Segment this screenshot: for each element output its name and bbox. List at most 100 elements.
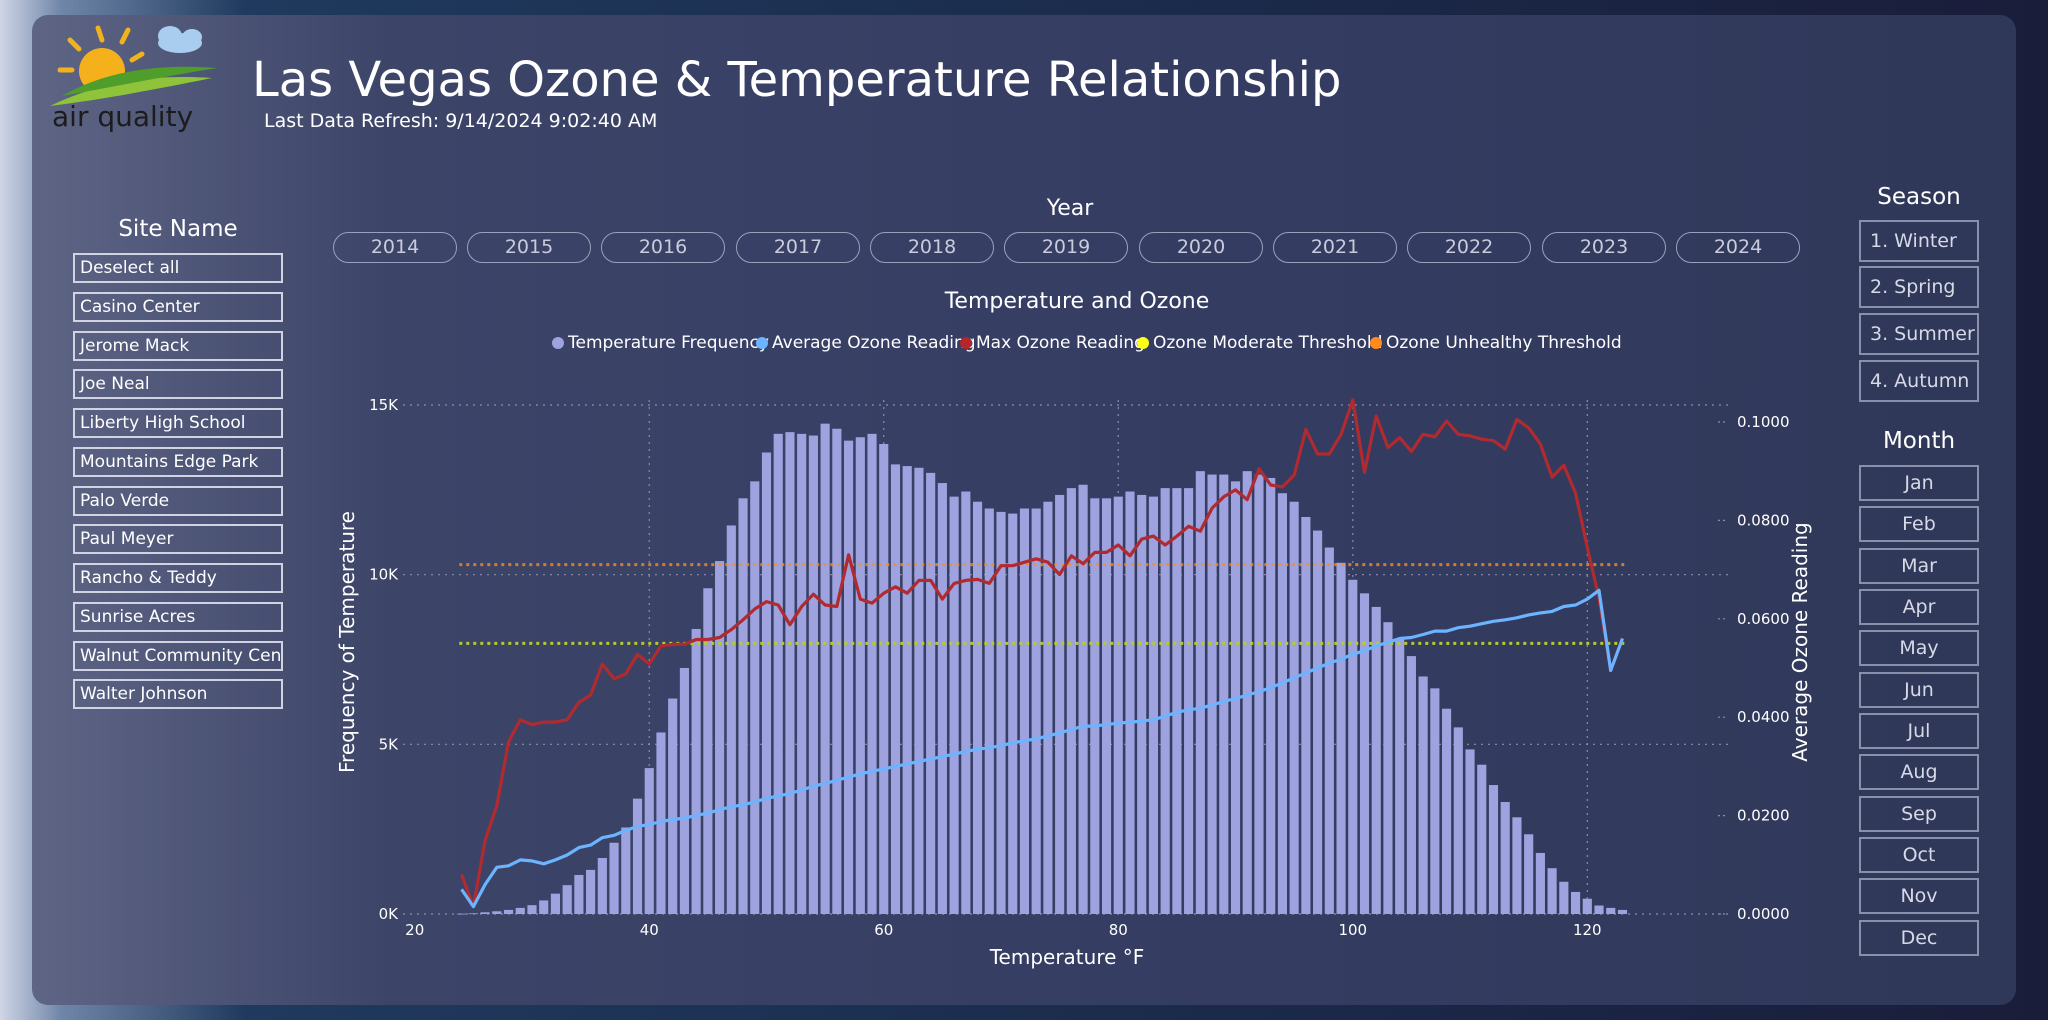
year-tile-2017[interactable]: 2017 [736,232,860,263]
month-option-feb[interactable]: Feb [1859,506,1979,542]
site-option[interactable]: Jerome Mack [73,331,283,361]
year-tile-2019[interactable]: 2019 [1004,232,1128,263]
month-option-may[interactable]: May [1859,630,1979,666]
frequency-bar [1148,496,1159,914]
legend-dot [756,337,768,349]
x-tick-label: 80 [1109,921,1128,939]
frequency-bar [562,885,572,914]
frequency-bar [480,912,490,914]
site-option[interactable]: Mountains Edge Park [73,447,283,477]
frequency-bar [1465,749,1475,914]
month-option-nov[interactable]: Nov [1859,878,1979,914]
frequency-bar [1101,498,1112,914]
page-title: Las Vegas Ozone & Temperature Relationsh… [252,52,1342,108]
frequency-bar [867,433,877,914]
legend-label: Ozone Unhealthy Threshold [1386,333,1622,353]
frequency-bar [1301,516,1311,914]
frequency-bar [703,588,713,914]
y2-tick-label: 0.0200 [1737,807,1790,825]
site-option[interactable]: Paul Meyer [73,524,283,554]
year-tile-2015[interactable]: 2015 [467,232,591,263]
month-option-apr[interactable]: Apr [1859,589,1979,625]
frequency-bar [1055,494,1065,914]
month-option-mar[interactable]: Mar [1859,548,1979,584]
legend-item-moderate[interactable]: Ozone Moderate Threshold [1137,332,1382,354]
site-option[interactable]: Liberty High School [73,408,283,438]
site-option[interactable]: Walnut Community Center [73,641,283,671]
frequency-bar [1418,676,1428,914]
year-tile-2014[interactable]: 2014 [333,232,457,263]
frequency-bar [1559,881,1569,914]
season-option-autumn[interactable]: 4. Autumn [1859,360,1979,402]
month-option-aug[interactable]: Aug [1859,754,1979,790]
logo-text: air quality [52,100,194,133]
frequency-bar [586,869,596,914]
season-option-summer[interactable]: 3. Summer [1859,313,1979,355]
frequency-bar [1184,488,1194,914]
x-tick-label: 60 [874,921,893,939]
frequency-bar [1348,579,1358,914]
frequency-bar [679,667,689,914]
frequency-bar [1113,496,1123,914]
frequency-bar [844,440,854,914]
site-option[interactable]: Sunrise Acres [73,602,283,632]
frequency-bar [1359,593,1370,914]
year-tile-2024[interactable]: 2024 [1676,232,1800,263]
year-slicer-title: Year [1046,196,1094,221]
frequency-bar [1535,852,1545,914]
site-option[interactable]: Casino Center [73,292,283,322]
frequency-bar [1383,622,1393,914]
legend-item-max[interactable]: Max Ozone Reading [960,332,1145,354]
air-quality-logo: air quality [42,18,220,140]
month-slicer-title: Month [1882,428,1956,454]
frequency-bar [1313,530,1323,914]
frequency-bar [1277,493,1287,914]
year-tile-2022[interactable]: 2022 [1407,232,1531,263]
y2-axis-label: Average Ozone Reading [1788,522,1812,761]
frequency-bar [1488,785,1499,914]
site-name-slicer-title: Site Name [118,216,238,242]
site-option[interactable]: Rancho & Teddy [73,563,283,593]
site-option-deselect-all[interactable]: Deselect all [73,253,283,283]
month-option-jul[interactable]: Jul [1859,713,1979,749]
frequency-bar [539,900,549,914]
y2-tick-label: 0.1000 [1737,413,1790,431]
month-option-sep[interactable]: Sep [1859,796,1979,832]
frequency-bar [1031,508,1041,914]
season-option-spring[interactable]: 2. Spring [1859,266,1979,308]
season-option-winter[interactable]: 1. Winter [1859,220,1979,262]
year-tile-2016[interactable]: 2016 [601,232,725,263]
legend-label: Ozone Moderate Threshold [1153,333,1383,353]
avg-ozone-line [460,588,1625,909]
x-tick-label: 40 [640,921,659,939]
frequency-bar [890,464,901,914]
month-option-jan[interactable]: Jan [1859,465,1979,501]
site-option[interactable]: Walter Johnson [73,679,283,709]
site-option[interactable]: Joe Neal [73,369,283,399]
year-tile-2020[interactable]: 2020 [1139,232,1263,263]
frequency-bar [457,913,467,915]
legend-dot [960,337,972,349]
frequency-bar [1137,494,1147,914]
legend-item-unhealthy[interactable]: Ozone Unhealthy Threshold [1370,332,1622,354]
frequency-bar [1254,474,1264,914]
legend-item-frequency[interactable]: Temperature Frequency [552,332,769,354]
frequency-bar [550,893,561,914]
month-option-jun[interactable]: Jun [1859,672,1979,708]
month-option-dec[interactable]: Dec [1859,920,1979,956]
frequency-bar [1524,834,1534,914]
year-tile-2018[interactable]: 2018 [870,232,994,263]
frequency-bar [492,911,502,914]
frequency-bar [1324,547,1334,914]
frequency-bar [1043,501,1053,914]
frequency-bar [949,496,959,914]
y2-tick-label: 0.0000 [1737,905,1790,923]
frequency-bar [1570,891,1581,914]
month-option-oct[interactable]: Oct [1859,837,1979,873]
legend-item-average[interactable]: Average Ozone Reading [756,332,976,354]
frequency-bar [609,842,619,914]
frequency-bar [1371,606,1381,914]
site-option[interactable]: Palo Verde [73,486,283,516]
year-tile-2021[interactable]: 2021 [1273,232,1397,263]
year-tile-2023[interactable]: 2023 [1542,232,1666,263]
